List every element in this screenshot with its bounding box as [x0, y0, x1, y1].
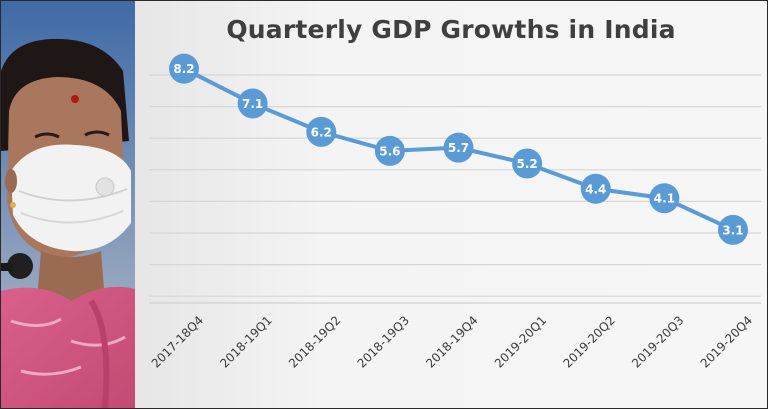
data-point	[512, 148, 543, 179]
data-label: 5.7	[448, 141, 469, 155]
x-tick-label: 2018-19Q4	[423, 313, 480, 370]
data-point	[374, 135, 405, 166]
data-label: 5.6	[379, 144, 400, 158]
person-photo	[1, 1, 135, 408]
x-tick-label: 2018-19Q2	[286, 313, 343, 370]
data-label: 3.1	[722, 223, 743, 237]
line-chart: 8.27.16.25.6 5.75.24.44.13.1 2017-18Q4 201…	[149, 53, 761, 371]
data-label: 4.4	[585, 182, 606, 196]
x-tick-label: 2018-19Q1	[217, 313, 274, 370]
x-tick-label: 2019-20Q3	[629, 313, 686, 370]
x-tick-label: 2017-18Q4	[149, 313, 206, 370]
data-point	[237, 88, 268, 119]
data-point	[306, 116, 337, 147]
data-point	[649, 183, 680, 214]
data-point	[443, 132, 474, 163]
data-label: 8.2	[173, 62, 194, 76]
series-group: 8.2 7.1 6.2 5.6 5.7 5.2 4.4 4.1 3.1	[169, 53, 748, 245]
x-axis-tick-labels: 2017-18Q4 2018-19Q1 2018-19Q2 2018-19Q3 2018…	[149, 313, 755, 370]
data-point	[169, 53, 199, 84]
data-point	[718, 214, 748, 245]
x-tick-label: 2019-20Q1	[492, 313, 549, 370]
data-label: 5.2	[516, 157, 537, 171]
data-point	[580, 173, 611, 204]
data-label: 4.1	[654, 192, 675, 206]
x-tick-label: 2019-20Q4	[698, 313, 755, 370]
x-tick-label: 2018-19Q3	[355, 313, 412, 370]
x-tick-label: 2019-20Q2	[560, 313, 617, 370]
chart-title: Quarterly GDP Growths in India	[226, 15, 676, 44]
data-label: 6.2	[311, 125, 332, 139]
data-label: 7.1	[242, 97, 263, 111]
chart-panel: Quarterly GDP Growths in India 8.2 7.1 6.2…	[135, 1, 767, 408]
